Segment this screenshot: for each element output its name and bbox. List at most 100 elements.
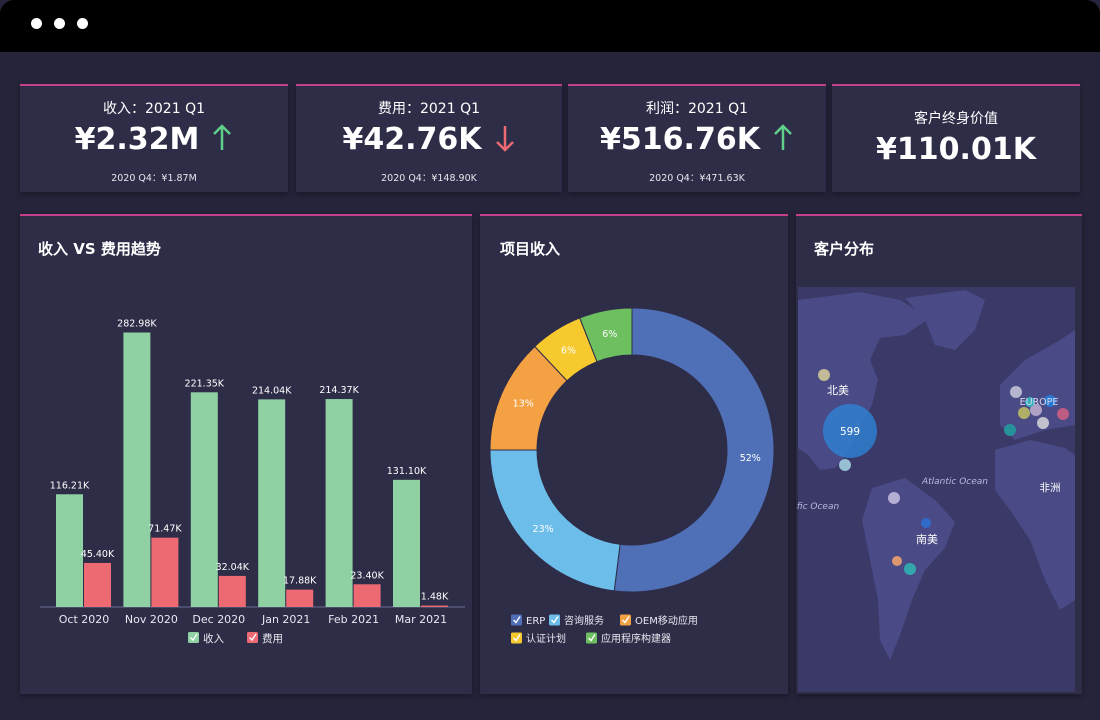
map-bubble: [904, 563, 916, 575]
trend-arrow: [213, 124, 232, 150]
bar: [218, 575, 246, 607]
legend-label: 咨询服务: [564, 614, 604, 627]
panel-title: 客户分布: [814, 240, 875, 258]
trend-arrow: [774, 124, 792, 150]
kpi-previous: 2020 Q4：¥148.90K: [381, 173, 477, 184]
bubble-label: 599: [840, 426, 860, 438]
panel-title: 项目收入: [500, 240, 561, 258]
data-label: 23.40K: [350, 570, 384, 581]
map: [798, 287, 1075, 692]
map-bubble: [1025, 397, 1035, 407]
bar: [258, 399, 286, 607]
data-label: 282.98K: [117, 319, 157, 330]
legend-label: 认证计划: [526, 632, 566, 645]
legend-swatch: [549, 614, 560, 626]
bar: [421, 605, 448, 607]
bar: [56, 494, 83, 607]
bar: [353, 584, 381, 607]
map-bubble: [1030, 404, 1042, 416]
map-label: EUROPE: [1020, 397, 1059, 408]
bar: [84, 562, 111, 607]
kpi-value: ¥110.01K: [832, 132, 1080, 167]
map-label: 北美: [827, 384, 849, 397]
map-bubble: [1010, 386, 1022, 398]
bar: [151, 537, 179, 607]
trend-arrow: [495, 126, 514, 152]
x-tick-label: Dec 2020: [192, 613, 245, 626]
x-tick-label: Jan 2021: [261, 613, 310, 626]
map-label: fic Ocean: [797, 502, 840, 512]
data-label: 221.35K: [185, 378, 225, 389]
arrow-shape: [495, 126, 514, 152]
map-label: 非洲: [1040, 482, 1061, 494]
legend-check: [190, 633, 198, 642]
map-bubble: [892, 556, 902, 566]
window-dot: [77, 18, 88, 29]
data-label: 17.88K: [283, 576, 317, 587]
legend-swatch: [247, 632, 258, 643]
bar: [190, 392, 218, 607]
x-tick-label: Oct 2020: [59, 613, 110, 626]
donut-slice: [579, 307, 633, 363]
legend-check: [588, 634, 596, 642]
kpi-title: 费用：2021 Q1: [377, 101, 480, 117]
kpi-amount: ¥42.76K: [342, 122, 482, 157]
data-label: 1.48K: [421, 592, 449, 603]
legend-check: [551, 616, 559, 624]
kpi-card: 费用：2021 Q1 ¥42.76K 2020 Q4：¥148.90K: [296, 84, 562, 192]
data-label: 71.47K: [148, 524, 182, 535]
kpi-value: ¥42.76K: [296, 122, 562, 157]
legend-swatch: [620, 614, 631, 626]
map-bubble: [1044, 395, 1056, 407]
legend-check: [622, 616, 630, 624]
map-label: Atlantic Ocean: [921, 477, 988, 487]
data-label: 32.04K: [216, 562, 250, 573]
donut-slice: [613, 307, 775, 593]
window-bar: [0, 0, 1100, 52]
slice-label: 6%: [561, 345, 576, 356]
panel-title: 收入 VS 费用趋势: [38, 240, 161, 258]
kpi-card: 收入：2021 Q1 ¥2.32M 2020 Q4：¥1.87M: [20, 84, 288, 192]
legend-label: OEM移动应用: [635, 614, 698, 627]
legend-swatch: [188, 632, 199, 643]
kpi-amount: ¥516.76K: [600, 122, 760, 157]
legend-label: 费用: [262, 632, 283, 645]
data-label: 131.10K: [387, 466, 427, 477]
x-tick-label: Nov 2020: [125, 613, 178, 626]
kpi-amount: ¥110.01K: [876, 132, 1036, 167]
legend-swatch: [511, 632, 522, 644]
kpi-value: ¥2.32M: [20, 122, 288, 157]
map-land: [905, 290, 985, 350]
map-bubble: [1057, 408, 1069, 420]
donut-slice: [489, 449, 621, 592]
kpi-value: ¥516.76K: [568, 122, 826, 157]
map-bubble: [823, 404, 877, 458]
map-bubble: [1037, 417, 1049, 429]
map-bubble: [818, 369, 830, 381]
bar: [123, 332, 151, 607]
map-bubble: [921, 518, 931, 528]
slice-label: 23%: [533, 524, 554, 535]
kpi-previous: 2020 Q4：¥471.63K: [649, 173, 745, 184]
kpi-title: 利润：2021 Q1: [645, 101, 748, 117]
slice-label: 6%: [602, 329, 617, 340]
kpi-title: 客户终身价值: [914, 111, 998, 127]
map-bubble: [888, 492, 900, 504]
legend-label: ERP: [526, 616, 545, 627]
kpi-card: 客户终身价值 ¥110.01K: [832, 84, 1080, 192]
data-label: 116.21K: [50, 480, 90, 491]
kpi-card: 利润：2021 Q1 ¥516.76K 2020 Q4：¥471.63K: [568, 84, 826, 192]
map-label: 南美: [916, 533, 938, 546]
data-label: 214.04K: [252, 385, 292, 396]
legend-label: 应用程序构建器: [601, 632, 671, 645]
map-bubble: [839, 459, 851, 471]
window-dot: [54, 18, 65, 29]
map-bubble: [1018, 407, 1030, 419]
data-label: 214.37K: [319, 385, 359, 396]
slice-label: 13%: [513, 398, 534, 409]
kpi-title: 收入：2021 Q1: [102, 101, 205, 117]
legend-swatch: [586, 632, 597, 644]
arrow-shape: [774, 124, 792, 150]
